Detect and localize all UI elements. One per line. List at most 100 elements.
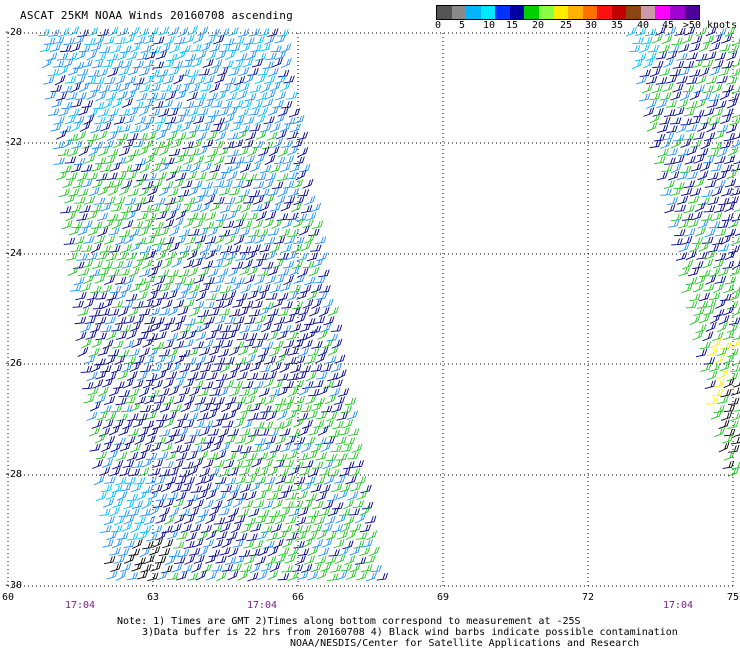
- wind-barb: [345, 570, 357, 580]
- wind-barb: [340, 405, 353, 414]
- wind-barb: [140, 443, 152, 454]
- wind-barb: [321, 537, 333, 548]
- wind-barb: [228, 345, 240, 357]
- wind-barb: [107, 449, 118, 460]
- wind-barb: [200, 364, 212, 373]
- wind-barb: [695, 74, 707, 85]
- wind-barb: [109, 162, 121, 172]
- wind-barb: [165, 170, 177, 181]
- wind-barb: [169, 165, 182, 174]
- wind-barb: [687, 219, 699, 228]
- wind-barb: [52, 141, 65, 150]
- wind-barb: [291, 482, 303, 492]
- wind-barb: [249, 244, 261, 253]
- wind-barb: [266, 410, 277, 421]
- wind-barb: [56, 52, 69, 61]
- wind-barb: [105, 371, 117, 382]
- wind-barb: [724, 26, 736, 37]
- wind-barb: [231, 402, 243, 413]
- wind-barb: [282, 339, 295, 349]
- wind-barb: [674, 27, 686, 36]
- wind-barb: [695, 323, 707, 334]
- wind-barb: [125, 293, 138, 302]
- wind-barb: [217, 267, 229, 278]
- wind-barb: [248, 28, 260, 37]
- wind-barb: [157, 451, 169, 460]
- wind-barb: [228, 507, 240, 518]
- wind-barb: [258, 546, 269, 557]
- wind-barb: [720, 388, 732, 398]
- wind-barb: [197, 546, 209, 557]
- wind-barb: [80, 164, 93, 173]
- wind-barb: [719, 89, 731, 101]
- wind-barb: [720, 140, 732, 149]
- wind-barb: [734, 233, 740, 237]
- wind-barb: [291, 525, 303, 533]
- wind-barb: [131, 221, 144, 229]
- wind-barb: [320, 562, 332, 572]
- wind-barb: [703, 205, 716, 213]
- wind-barb: [122, 139, 135, 148]
- wind-barb: [109, 547, 121, 556]
- wind-barb: [162, 538, 174, 549]
- wind-barb: [190, 162, 201, 173]
- wind-barb: [233, 115, 245, 124]
- wind-barb: [111, 323, 123, 332]
- wind-barb: [339, 467, 351, 477]
- wind-barb: [116, 451, 128, 461]
- wind-barb: [251, 339, 264, 348]
- wind-barb: [138, 67, 150, 76]
- wind-barb: [710, 141, 723, 150]
- wind-barb: [152, 500, 165, 509]
- wind-barb: [190, 485, 202, 493]
- wind-barb: [152, 221, 164, 230]
- wind-barb: [147, 427, 159, 437]
- wind-barb: [131, 500, 144, 510]
- wind-barb: [200, 524, 213, 534]
- wind-barb: [44, 91, 57, 100]
- wind-barb: [258, 305, 270, 316]
- wind-barb: [686, 100, 698, 109]
- wind-barb: [178, 269, 190, 278]
- wind-barb: [267, 266, 279, 276]
- wind-barb: [110, 524, 123, 533]
- wind-barb: [684, 26, 696, 36]
- wind-barb: [277, 107, 289, 117]
- wind-barb: [104, 476, 116, 484]
- wind-barb: [217, 66, 229, 77]
- wind-barb: [168, 507, 180, 518]
- wind-barb: [152, 141, 165, 149]
- wind-barb: [209, 82, 221, 93]
- wind-barb: [245, 173, 258, 182]
- wind-barb: [185, 130, 197, 140]
- wind-barb: [133, 355, 145, 364]
- wind-barbs: [38, 25, 740, 582]
- wind-barb: [151, 259, 163, 270]
- wind-barb: [314, 275, 326, 284]
- wind-barb: [148, 229, 161, 237]
- wind-barb: [729, 266, 740, 277]
- wind-barb: [75, 92, 87, 101]
- wind-barb: [326, 573, 339, 582]
- wind-barb: [172, 299, 185, 309]
- wind-barb: [86, 172, 98, 180]
- wind-barb: [710, 337, 722, 349]
- wind-barb: [292, 380, 304, 388]
- wind-barb: [676, 123, 688, 134]
- wind-barb: [161, 362, 173, 373]
- wind-barb: [263, 193, 275, 204]
- wind-barb: [234, 515, 246, 524]
- wind-barb: [136, 173, 148, 182]
- wind-barb: [159, 283, 171, 292]
- wind-barb: [238, 67, 250, 77]
- wind-barb: [172, 217, 184, 228]
- wind-barb: [663, 179, 675, 189]
- wind-barb: [657, 124, 669, 134]
- wind-barb: [195, 371, 207, 381]
- wind-barb: [235, 532, 248, 542]
- wind-barb: [118, 389, 130, 398]
- wind-barb: [134, 196, 146, 205]
- wind-barb: [352, 500, 365, 509]
- wind-barb: [134, 395, 147, 405]
- wind-barb: [649, 67, 661, 78]
